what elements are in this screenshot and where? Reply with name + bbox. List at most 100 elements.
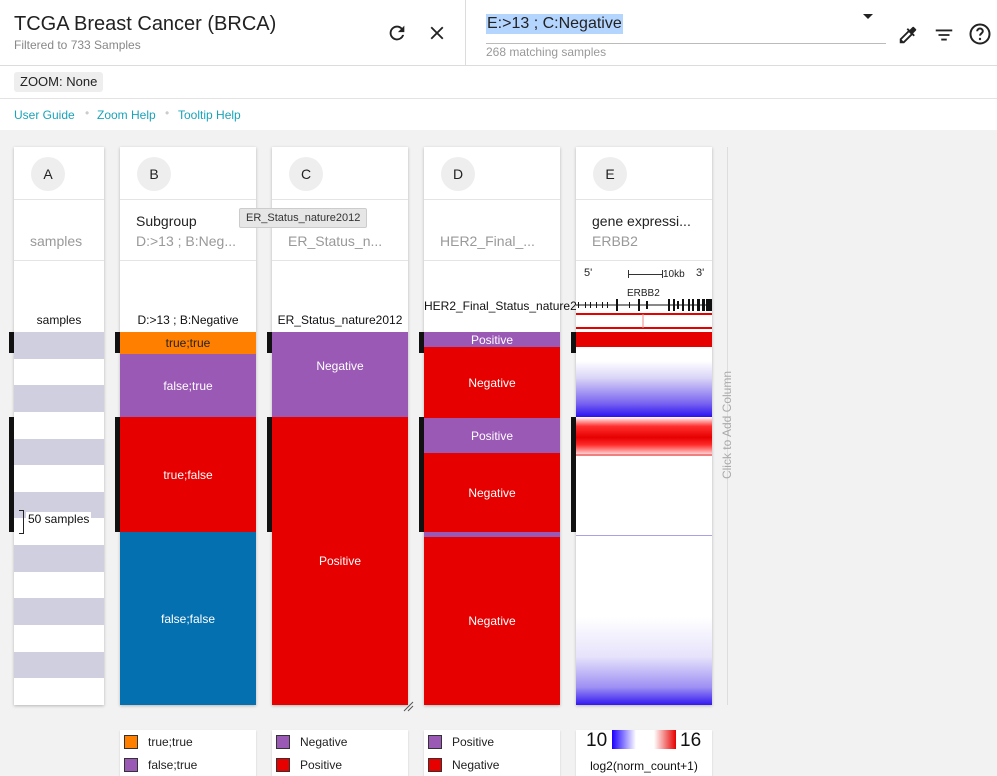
segment-true-true[interactable]: true;true <box>120 332 256 354</box>
segment-negative[interactable]: Negative <box>272 332 408 417</box>
legend-item[interactable]: Positive <box>428 735 494 749</box>
zoom-bar <box>0 66 997 99</box>
header-divider <box>465 0 466 65</box>
zoom-help-link[interactable]: Zoom Help <box>97 108 156 122</box>
gene-model-track[interactable] <box>576 297 712 332</box>
segment-positive-thin[interactable] <box>424 532 560 537</box>
heatmap-gradient[interactable] <box>576 347 712 417</box>
add-column-label: Click to Add Column <box>720 370 734 480</box>
selection-bar <box>267 332 272 353</box>
selection-bar <box>419 417 424 532</box>
legend-gradient-low <box>612 730 636 749</box>
sample-stripe <box>14 411 104 439</box>
column-b[interactable]: B Subgroup D:>13 ; B:Neg... D:>13 ; B:Ne… <box>120 147 256 705</box>
column-header: D <box>424 147 560 200</box>
column-letter[interactable]: A <box>31 157 65 191</box>
column-label: HER2_Final_Status_nature2012 <box>424 299 597 313</box>
tooltip-help-link[interactable]: Tooltip Help <box>178 108 241 122</box>
column-header: A <box>14 147 104 200</box>
segment-true-false[interactable]: true;false <box>120 417 256 532</box>
legend-item[interactable]: Negative <box>428 758 499 772</box>
column-label: ER_Status_nature2012 <box>277 313 403 327</box>
sample-stripe <box>14 678 104 705</box>
column-letter[interactable]: C <box>289 157 323 191</box>
column-letter[interactable]: E <box>593 157 627 191</box>
sample-stripes[interactable] <box>14 332 104 705</box>
legend-label: Positive <box>300 758 343 772</box>
column-letter[interactable]: D <box>441 157 475 191</box>
column-title: Subgroup <box>136 213 197 229</box>
legend-c: Negative Positive <box>272 730 408 776</box>
filter-icon[interactable] <box>931 22 957 48</box>
selection-bar <box>9 332 14 353</box>
sample-stripe <box>14 465 104 492</box>
column-header: E <box>576 147 712 200</box>
column-d[interactable]: D HER2_Final_... HER2_Final_Status_natur… <box>424 147 597 705</box>
sample-stripe <box>14 625 104 652</box>
sample-stripe <box>14 545 104 572</box>
heatmap-high[interactable] <box>576 332 712 347</box>
sample-stripe <box>14 332 104 359</box>
header-divider <box>424 260 560 261</box>
legend-unit: log2(norm_count+1) <box>590 759 698 773</box>
segment-positive[interactable]: Positive <box>424 418 560 453</box>
legend-label: Positive <box>452 735 495 749</box>
scale-bar-tick <box>662 270 663 278</box>
legend-item[interactable]: Positive <box>276 758 342 772</box>
header-divider <box>272 260 408 261</box>
heatmap-gradient[interactable] <box>576 617 712 705</box>
column-e[interactable]: E gene expressi... ERBB2 5' 3' 10kb ERBB… <box>576 147 712 705</box>
column-c[interactable]: C ER_Status_n... ER_Status_nature2012 Ne… <box>272 147 408 705</box>
legend-swatch <box>276 735 290 749</box>
segment-positive[interactable]: Positive <box>424 332 560 347</box>
three-prime-label: 3' <box>696 267 705 279</box>
sample-stripe <box>14 598 104 626</box>
column-subtitle: ER_Status_n... <box>288 233 383 249</box>
resize-handle-icon[interactable] <box>402 699 414 717</box>
add-column-button[interactable]: Click to Add Column <box>716 330 738 520</box>
header-divider <box>14 260 104 261</box>
eyedropper-icon[interactable] <box>895 22 921 48</box>
link-separator: • <box>165 106 170 120</box>
search-underline <box>486 43 886 44</box>
segment-negative[interactable]: Negative <box>424 537 560 705</box>
help-links-bar <box>0 99 997 130</box>
legend-item[interactable]: true;true <box>124 735 193 749</box>
scale-label: 10kb <box>663 269 685 280</box>
legend-swatch <box>428 735 442 749</box>
close-icon[interactable] <box>424 20 450 46</box>
column-subtitle: ERBB2 <box>592 233 638 249</box>
link-separator: • <box>85 106 90 120</box>
column-label: D:>13 ; B:Negative <box>137 313 239 327</box>
segment-positive[interactable]: Positive <box>272 417 408 705</box>
legend-swatch <box>124 758 138 772</box>
segment-negative[interactable]: Negative <box>424 347 560 418</box>
legend-swatch <box>276 758 290 772</box>
five-prime-label: 5' <box>584 267 593 279</box>
column-header: B <box>120 147 256 200</box>
legend-swatch <box>124 735 138 749</box>
matching-count: 268 matching samples <box>486 45 607 59</box>
legend-label: true;true <box>148 735 193 749</box>
column-letter[interactable]: B <box>137 157 171 191</box>
segment-negative[interactable]: Negative <box>424 453 560 532</box>
search-input[interactable]: E:>13 ; C:Negative <box>486 14 623 34</box>
column-a[interactable]: A samples samples <box>14 147 104 705</box>
refresh-icon[interactable] <box>384 20 410 46</box>
dropdown-arrow-icon[interactable] <box>862 8 874 26</box>
help-icon[interactable] <box>967 21 993 47</box>
legend-item[interactable]: Negative <box>276 735 347 749</box>
zoom-chip: ZOOM: None <box>14 72 104 92</box>
legend-item[interactable]: false;true <box>124 758 197 772</box>
segment-false-true[interactable]: false;true <box>120 354 256 417</box>
heatmap-line <box>576 535 712 536</box>
legend-swatch <box>428 758 442 772</box>
segment-false-false[interactable]: false;false <box>120 532 256 705</box>
selection-bar <box>267 417 272 532</box>
column-subtitle: HER2_Final_... <box>440 233 535 249</box>
header-divider <box>576 260 712 261</box>
user-guide-link[interactable]: User Guide <box>14 108 75 122</box>
cohort-title: TCGA Breast Cancer (BRCA) <box>14 13 277 35</box>
heatmap-high[interactable] <box>576 417 712 454</box>
scale-bar-tick <box>628 270 629 278</box>
